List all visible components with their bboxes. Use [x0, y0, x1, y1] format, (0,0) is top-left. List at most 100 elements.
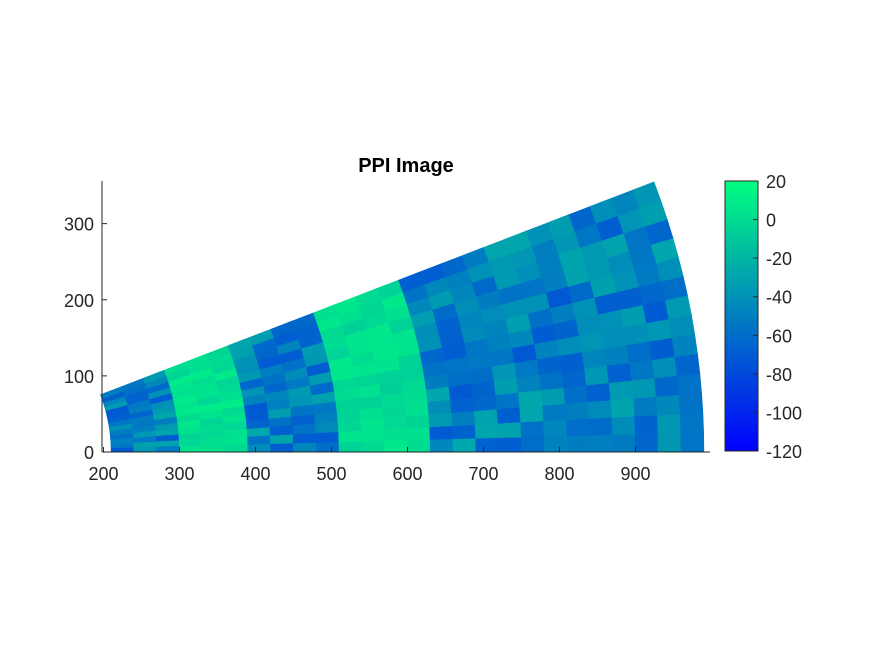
- sector-cell: [519, 405, 544, 423]
- sector-cell: [651, 356, 678, 379]
- sector-cell: [634, 414, 659, 435]
- colorbar-tick-label: -60: [766, 326, 792, 346]
- sector-cell: [406, 426, 431, 441]
- sector-cell: [201, 444, 226, 453]
- sector-cell: [383, 427, 408, 441]
- sector-cell: [383, 415, 408, 430]
- sector-cell: [405, 414, 430, 429]
- x-tick-label: 700: [468, 464, 498, 484]
- sector-cell: [633, 396, 658, 417]
- sector-cell: [608, 380, 634, 401]
- sector-cell: [566, 434, 591, 453]
- sector-cell: [338, 430, 363, 443]
- y-tick-label: 200: [64, 291, 94, 311]
- sector-cell: [657, 413, 682, 434]
- sector-cell: [587, 399, 613, 419]
- sector-cell: [293, 442, 317, 453]
- sector-cell: [407, 439, 431, 453]
- sector-cell: [611, 415, 636, 435]
- sector-cell: [475, 437, 500, 453]
- colorbar-tick-label: -100: [766, 403, 802, 423]
- colorbar-tick-label: -40: [766, 288, 792, 308]
- sector-cell: [429, 438, 454, 453]
- y-tick-label: 300: [64, 215, 94, 235]
- sector-cell: [156, 445, 180, 453]
- plot-area: 200 300 400 500 600 700 800 900 0 100 200 300: [64, 181, 710, 484]
- sector-cell: [543, 419, 568, 437]
- sector-cell: [429, 425, 454, 440]
- sector-cell: [679, 412, 704, 434]
- sector-cell: [269, 433, 294, 444]
- x-tick-label: 500: [316, 464, 346, 484]
- sector-cell: [561, 368, 587, 388]
- sector-cell: [631, 377, 657, 399]
- sector-cell: [452, 424, 477, 440]
- sector-cell: [657, 432, 682, 453]
- sector-cell: [584, 365, 610, 386]
- sector-cell: [518, 389, 543, 408]
- sector-cell: [629, 359, 655, 381]
- sector-cell: [674, 353, 701, 376]
- sector-cell: [520, 420, 545, 438]
- sector-cell: [498, 436, 522, 453]
- sector-cell: [634, 433, 659, 453]
- sector-cell: [606, 362, 633, 384]
- sector-cell: [588, 417, 613, 436]
- x-ticks: 200 300 400 500 600 700 800 900: [88, 447, 651, 484]
- sector-cell: [428, 412, 453, 428]
- colorbar-tick-label: 20: [766, 172, 786, 192]
- x-tick-label: 200: [88, 464, 118, 484]
- chart-title: PPI Image: [358, 155, 454, 177]
- sector-cell: [654, 375, 680, 397]
- colorbar-tick-label: -20: [766, 249, 792, 269]
- sector-cell: [338, 440, 363, 453]
- colorbar-tick-label: -120: [766, 442, 802, 462]
- colorbar-ticks: 20 0 -20 -40 -60 -80 -100 -120: [753, 172, 802, 462]
- sector-cell: [497, 421, 522, 438]
- sector-cell: [678, 392, 704, 415]
- sector-cell: [247, 434, 271, 445]
- sector-cell: [589, 434, 614, 453]
- ppi-sector: [100, 181, 705, 453]
- sector-cell: [315, 431, 340, 443]
- sector-cell: [543, 435, 568, 453]
- colorbar-gradient: [724, 180, 759, 452]
- colorbar-tick-label: 0: [766, 211, 776, 231]
- sector-cell: [384, 439, 408, 453]
- sector-cell: [360, 417, 385, 431]
- sector-cell: [680, 431, 705, 453]
- axes: 200 300 400 500 600 700 800 900 0 100 200 300: [64, 181, 710, 484]
- x-tick-label: 600: [392, 464, 422, 484]
- sector-cell: [315, 441, 340, 453]
- x-tick-label: 300: [164, 464, 194, 484]
- sector-cell: [521, 436, 545, 453]
- sector-cell: [563, 384, 589, 404]
- sector-cell: [451, 410, 476, 427]
- y-tick-label: 100: [64, 367, 94, 387]
- sector-cell: [270, 442, 294, 453]
- sector-cell: [649, 337, 676, 360]
- sector-cell: [542, 403, 567, 422]
- y-ticks: 0 100 200 300: [64, 215, 107, 463]
- sector-cell: [179, 445, 203, 453]
- sector-cell: [671, 333, 698, 357]
- sector-cell: [676, 372, 702, 395]
- sector-cell: [452, 437, 477, 453]
- sector-cell: [565, 418, 591, 437]
- y-tick-label: 0: [84, 443, 94, 463]
- sector-cell: [473, 408, 499, 425]
- sector-cell: [247, 443, 272, 453]
- x-tick-label: 800: [544, 464, 574, 484]
- colorbar-tick-label: -80: [766, 365, 792, 385]
- sector-cell: [474, 423, 499, 439]
- sector-cell: [450, 396, 475, 413]
- sector-cell: [224, 443, 249, 453]
- sector-cell: [610, 397, 635, 418]
- sector-cell: [586, 382, 612, 403]
- sector-cell: [540, 387, 566, 406]
- sector-cell: [361, 428, 385, 442]
- sector-cell: [612, 433, 636, 453]
- sector-cell: [495, 391, 521, 410]
- sector-cell: [564, 401, 590, 421]
